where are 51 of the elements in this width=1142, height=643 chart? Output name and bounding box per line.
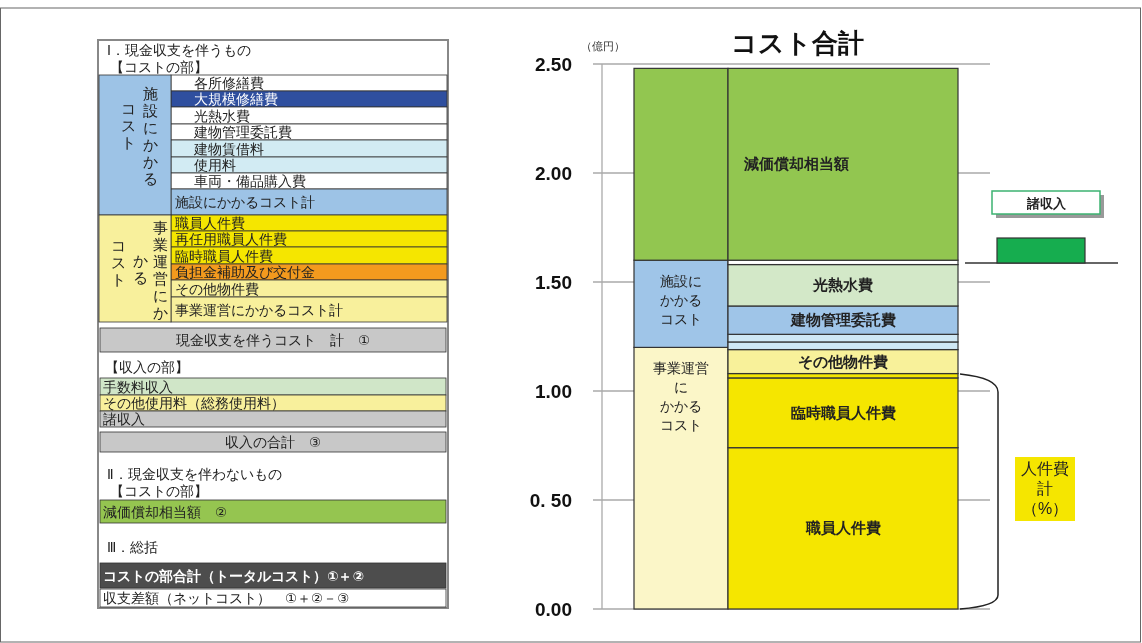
category-label: 諸収入 xyxy=(103,412,145,427)
category-label: 職員人件費 xyxy=(175,216,245,231)
category-label: 建物賃借料 xyxy=(193,141,264,157)
category-label: 減価償却相当額 ② xyxy=(103,504,228,520)
series-label: 職員人件費 xyxy=(804,519,881,537)
text: 諸収入 xyxy=(1025,196,1067,211)
category-label: 現金収支を伴うコスト 計 ① xyxy=(175,333,371,348)
y-tick-label: 0.00 xyxy=(535,599,572,620)
category-label: 光熱水費 xyxy=(194,108,250,124)
y-tick-label: 0. 50 xyxy=(529,490,572,511)
text: 人件費計（%） xyxy=(1021,460,1069,517)
category-label: 各所修繕費 xyxy=(194,76,264,91)
category-label: 大規模修繕費 xyxy=(194,92,278,107)
text: コスト xyxy=(120,100,136,151)
category-label: Ⅰ．現金収支を伴うもの xyxy=(107,43,251,58)
y-tick-label: 1.00 xyxy=(535,381,572,402)
y-tick-label: 2.00 xyxy=(535,163,572,184)
category-label: 収支差額（ネットコスト） ①＋②－③ xyxy=(103,591,350,606)
category-label: 臨時職員人件費 xyxy=(175,248,273,264)
category-label: Ⅱ．現金収支を伴わないもの xyxy=(107,467,282,482)
category-label: 負担金補助及び交付金 xyxy=(175,265,315,280)
y-tick-label: 2.50 xyxy=(535,54,572,75)
category-label: Ⅲ．総括 xyxy=(107,539,159,555)
category-label: その他物件費 xyxy=(175,281,259,297)
category-label: 事業運営にかかるコスト計 xyxy=(175,302,343,318)
text: 施設にかかる xyxy=(142,85,158,187)
text: 事業運営にか xyxy=(152,219,168,321)
text: かる xyxy=(132,252,148,286)
category-label: 手数料収入 xyxy=(103,379,173,395)
category-label: 【コストの部】 xyxy=(110,483,208,499)
series-label: 建物管理委託費 xyxy=(789,311,896,329)
category-label: コストの部合計（トータルコスト）①＋② xyxy=(103,567,364,584)
y-tick-label: 1.50 xyxy=(535,272,572,293)
y-axis-title: （億円） xyxy=(581,40,625,52)
category-label: 再任用職員人件費 xyxy=(175,232,287,247)
category-label: その他使用料（総務使用料） xyxy=(103,396,285,411)
series-label: その他物件費 xyxy=(798,352,888,370)
series-label: 光熱水費 xyxy=(812,276,873,294)
category-label: 建物管理委託費 xyxy=(193,125,292,140)
category-label: 使用料 xyxy=(194,158,236,173)
category-label: 収入の合計 ③ xyxy=(224,435,322,450)
series-label: 減価償却相当額 xyxy=(742,155,849,173)
series-label: 事業運営にかかるコスト xyxy=(653,360,709,434)
text: コスト xyxy=(110,237,126,288)
chart-title: コスト合計 xyxy=(730,28,864,58)
series-label: 臨時職員人件費 xyxy=(790,403,896,421)
series-label: 施設にかかるコスト xyxy=(660,273,702,328)
category-label: 車両・備品購入費 xyxy=(194,174,306,189)
category-label: 施設にかかるコスト計 xyxy=(175,195,315,210)
category-label: 【コストの部】 xyxy=(110,59,208,75)
category-label: 【収入の部】 xyxy=(105,359,189,375)
